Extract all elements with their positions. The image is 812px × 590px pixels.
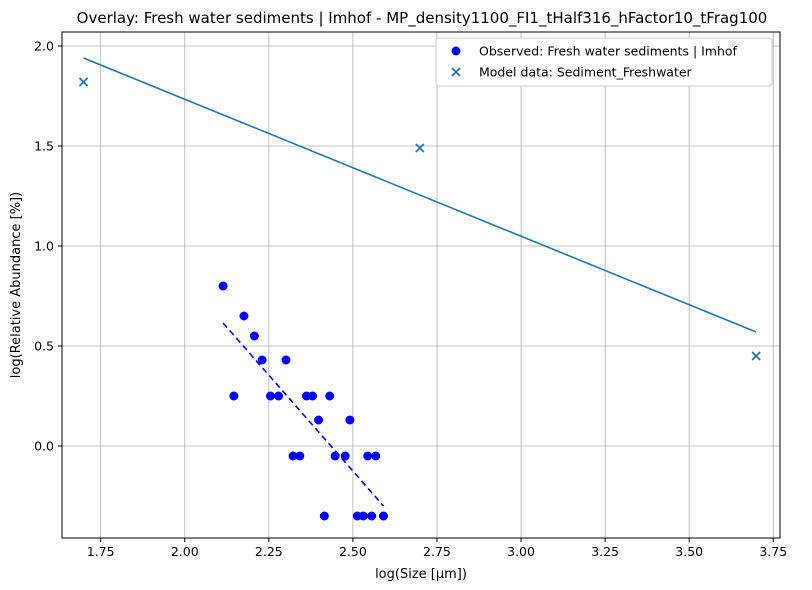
model-trend-line — [83, 57, 757, 333]
legend-model-label: Model data: Sediment_Freshwater — [479, 65, 693, 80]
observed-point — [218, 281, 228, 291]
model-point — [751, 351, 761, 361]
observed-point — [314, 415, 324, 425]
y-tick-label: 1.0 — [34, 239, 54, 254]
x-tick-label: 2.00 — [171, 544, 199, 559]
observed-point — [358, 511, 368, 521]
x-tick-label: 2.50 — [339, 544, 367, 559]
x-axis-label: log(Size [µm]) — [375, 567, 467, 582]
y-tick-label: 1.5 — [34, 139, 54, 154]
x-tick-label: 3.25 — [591, 544, 619, 559]
grid — [62, 32, 780, 538]
model-point-stroke — [415, 143, 425, 153]
observed-point — [319, 511, 329, 521]
y-tick-label: 0.0 — [34, 439, 54, 454]
x-tick-label: 2.75 — [423, 544, 451, 559]
x-tick-label: 3.50 — [675, 544, 703, 559]
observed-point — [371, 451, 381, 461]
observed-point — [325, 391, 335, 401]
observed-point — [249, 331, 259, 341]
observed-point — [239, 311, 249, 321]
observed-point — [274, 391, 284, 401]
x-tick-label: 1.75 — [87, 544, 115, 559]
observed-point — [288, 451, 298, 461]
x-tick-label: 3.75 — [759, 544, 787, 559]
observed-point — [345, 415, 355, 425]
observed-point — [340, 451, 350, 461]
observed-trend-line — [222, 322, 385, 507]
plot-area — [78, 57, 761, 521]
observed-point — [266, 391, 276, 401]
legend-observed-marker — [451, 46, 461, 56]
observed-point — [363, 451, 373, 461]
model-point-stroke — [78, 77, 89, 87]
legend-observed-label: Observed: Fresh water sediments | Imhof — [479, 44, 738, 59]
chart-title: Overlay: Fresh water sediments | Imhof -… — [77, 9, 768, 28]
observed-point — [257, 355, 267, 365]
observed-point — [379, 511, 389, 521]
y-tick-label: 2.0 — [34, 39, 54, 54]
observed-point — [330, 451, 340, 461]
observed-point — [367, 511, 377, 521]
observed-point — [281, 355, 291, 365]
observed-point — [295, 451, 305, 461]
ticks: 1.75 2.00 2.25 2.50 2.75 3.00 3.25 3.50 3.75 0.0 0… — [34, 39, 787, 560]
model-point — [78, 77, 89, 87]
legend-box — [435, 37, 773, 87]
model-point — [415, 143, 425, 153]
y-axis-label: log(Relative Abundance [%]) — [9, 192, 24, 378]
observed-point — [308, 391, 318, 401]
y-tick-label: 0.5 — [34, 339, 54, 354]
legend: Observed: Fresh water sediments | Imhof … — [435, 37, 773, 87]
x-tick-label: 2.25 — [255, 544, 283, 559]
x-tick-label: 3.00 — [507, 544, 535, 559]
axes-frame — [61, 31, 781, 539]
model-point-stroke — [751, 351, 761, 361]
legend-model-marker — [451, 67, 461, 77]
observed-point — [229, 391, 239, 401]
